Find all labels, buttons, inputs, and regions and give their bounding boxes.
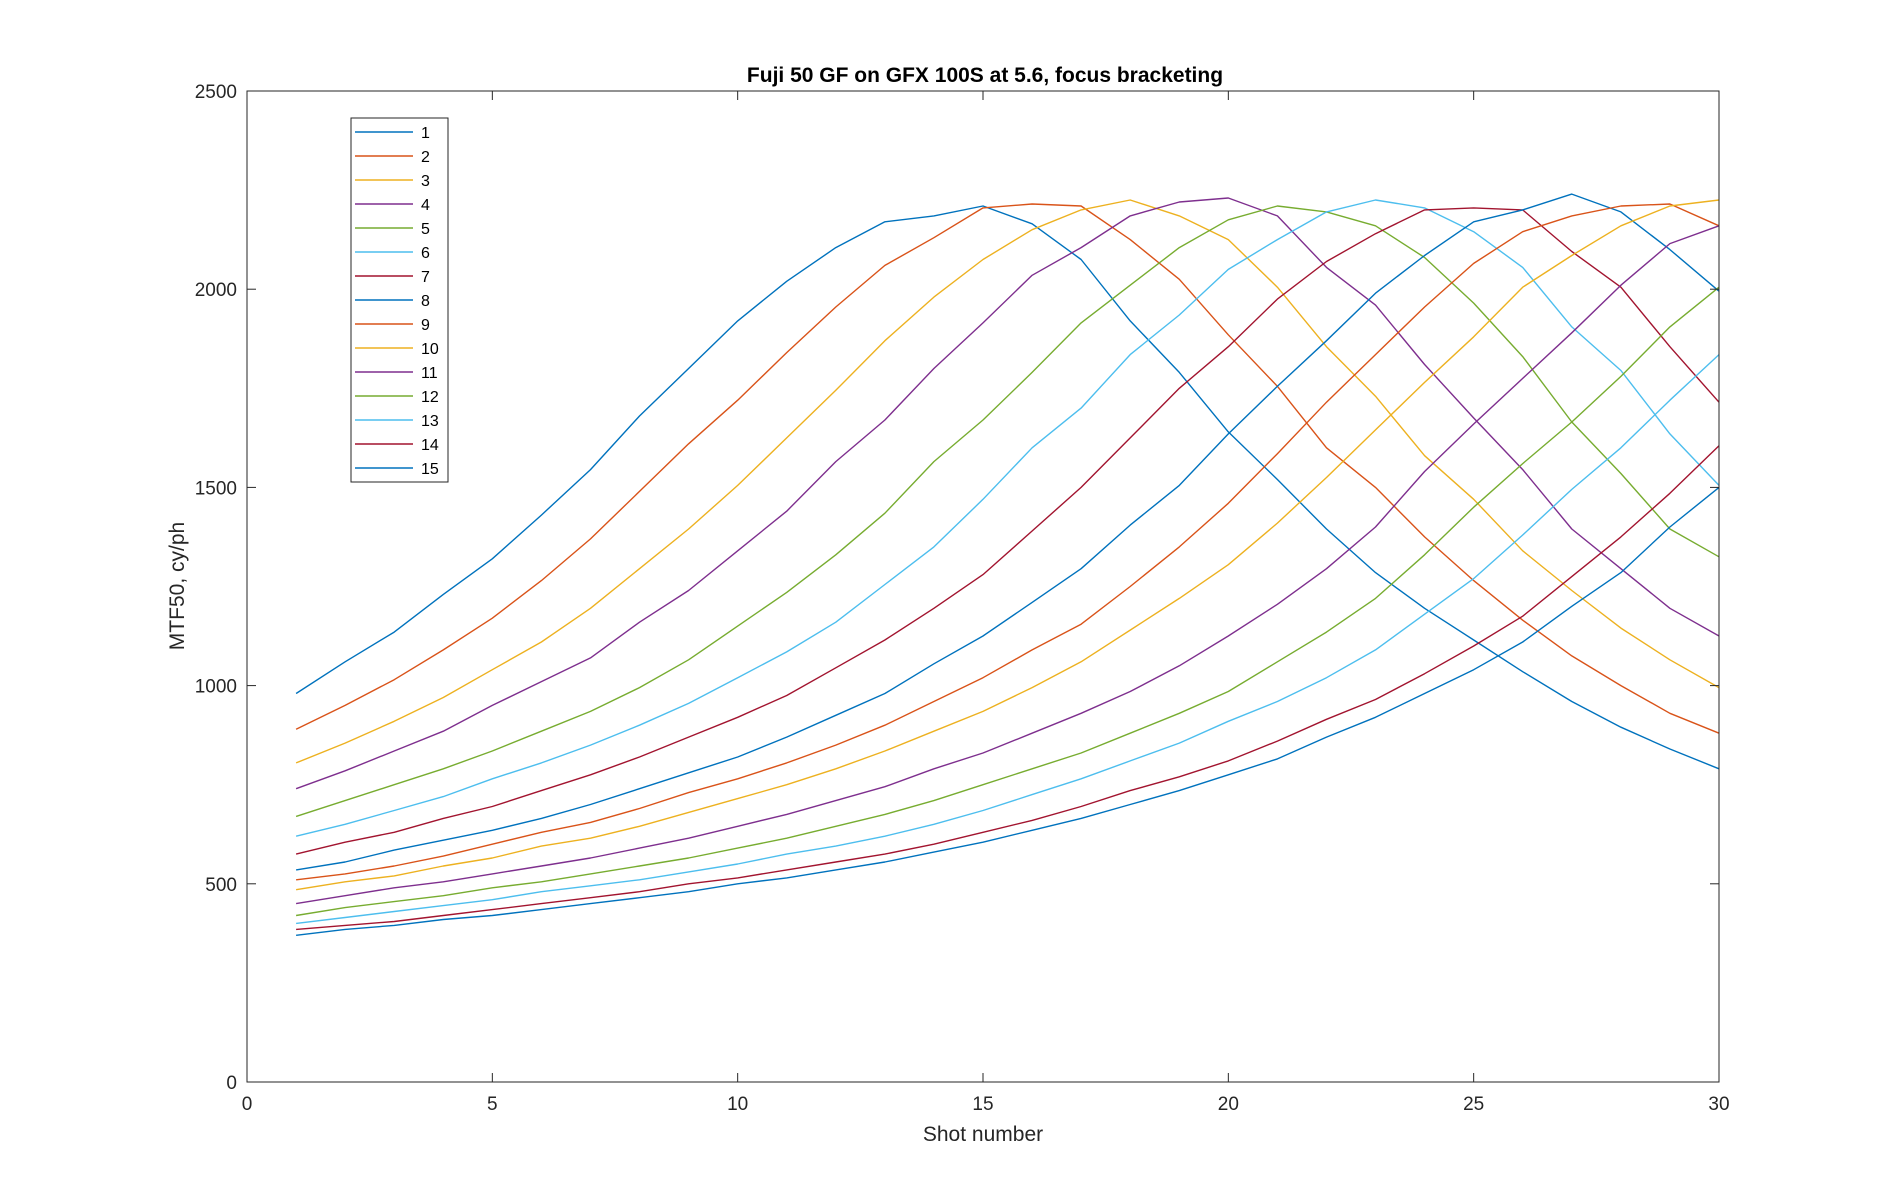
x-tick-label: 20 — [1218, 1094, 1239, 1115]
y-tick-label: 2500 — [195, 82, 237, 103]
series-line-2 — [295, 203, 1720, 734]
series-line-14 — [296, 445, 1720, 931]
series-line-13 — [296, 354, 1720, 925]
y-tick-label: 0 — [226, 1073, 237, 1094]
series-line-5 — [295, 205, 1720, 818]
y-tick-label: 2000 — [195, 280, 237, 301]
legend-label-7: 7 — [421, 269, 430, 286]
legend-label-5: 5 — [421, 221, 430, 238]
series-line-7 — [295, 207, 1720, 855]
x-tick-label: 10 — [727, 1094, 748, 1115]
legend-label-8: 8 — [421, 293, 430, 310]
series-line-3 — [295, 199, 1720, 764]
series-line-9 — [296, 203, 1720, 881]
x-tick-label: 5 — [487, 1094, 498, 1115]
y-tick-label: 500 — [205, 875, 237, 896]
legend-label-9: 9 — [421, 317, 430, 334]
legend-label-1: 1 — [421, 125, 430, 142]
y-axis-label: MTF50, cy/ph — [166, 522, 189, 650]
legend-label-3: 3 — [421, 173, 430, 190]
legend-label-6: 6 — [421, 245, 430, 262]
legend-label-15: 15 — [421, 461, 439, 478]
legend-label-14: 14 — [421, 437, 439, 454]
series-line-4 — [295, 197, 1720, 790]
series-line-8 — [295, 193, 1720, 871]
series-line-10 — [295, 199, 1720, 891]
chart-title: Fuji 50 GF on GFX 100S at 5.6, focus bra… — [747, 64, 1223, 87]
y-tick-label: 1000 — [195, 677, 237, 698]
series-line-1 — [295, 205, 1720, 770]
plot-area — [247, 91, 1719, 1082]
x-tick-label: 30 — [1708, 1094, 1729, 1115]
legend-label-4: 4 — [421, 197, 430, 214]
legend-label-12: 12 — [421, 389, 439, 406]
series-line-15 — [296, 486, 1720, 936]
legend-label-2: 2 — [421, 149, 430, 166]
legend-label-13: 13 — [421, 413, 439, 430]
legend-label-11: 11 — [421, 365, 438, 382]
x-tick-label: 15 — [972, 1094, 993, 1115]
series-line-12 — [295, 286, 1720, 917]
legend-label-10: 10 — [421, 341, 439, 358]
series-line-6 — [295, 199, 1720, 837]
x-tick-label: 25 — [1463, 1094, 1484, 1115]
series-lines — [295, 193, 1720, 936]
x-tick-label: 0 — [242, 1094, 253, 1115]
series-line-11 — [295, 225, 1720, 905]
y-tick-label: 1500 — [195, 478, 237, 499]
x-axis-label: Shot number — [923, 1123, 1043, 1146]
